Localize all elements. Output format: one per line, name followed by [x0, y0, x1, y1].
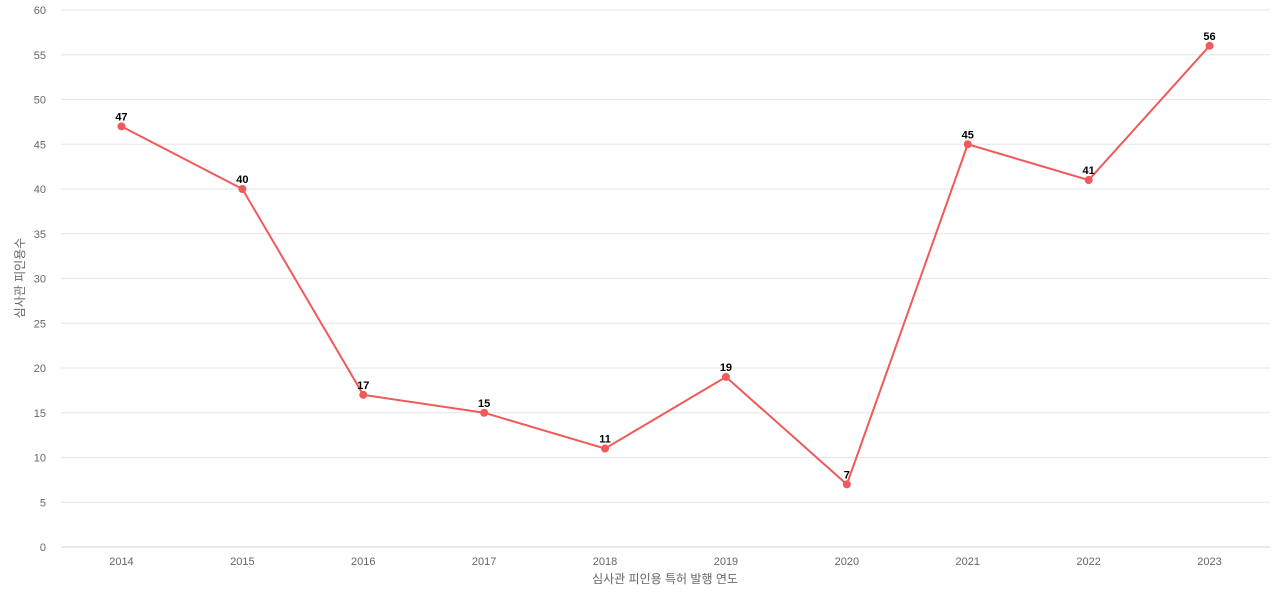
data-label: 40: [236, 174, 248, 186]
x-tick-label: 2018: [593, 556, 617, 568]
y-tick-label: 20: [34, 363, 46, 375]
y-tick-label: 40: [34, 184, 46, 196]
data-label: 19: [720, 362, 732, 374]
data-point: [721, 372, 730, 381]
data-label: 41: [1083, 165, 1095, 177]
data-point: [1084, 176, 1093, 185]
data-point: [842, 480, 851, 489]
data-label: 11: [599, 434, 611, 446]
data-label: 17: [357, 380, 369, 392]
x-tick-label: 2019: [714, 556, 738, 568]
x-tick-label: 2015: [230, 556, 254, 568]
y-tick-label: 30: [34, 274, 46, 286]
x-tick-label: 2016: [351, 556, 375, 568]
y-tick-label: 15: [34, 408, 46, 420]
data-point: [963, 140, 972, 149]
x-tick-label: 2020: [835, 556, 859, 568]
series-line: [120, 45, 1211, 487]
data-point: [1205, 41, 1214, 50]
y-tick-label: 25: [34, 318, 46, 330]
y-tick-label: 35: [34, 229, 46, 241]
x-axis-title: 심사관 피인용 특허 발행 연도: [592, 571, 738, 586]
y-tick-label: 60: [34, 5, 46, 17]
x-tick-label: 2014: [109, 556, 133, 568]
data-point: [238, 185, 247, 193]
x-tick-label: 2017: [472, 556, 496, 568]
data-label: 45: [962, 129, 974, 141]
data-label: 7: [844, 469, 850, 481]
data-point: [359, 390, 368, 399]
x-tick-label: 2021: [956, 556, 980, 568]
data-point: [480, 408, 489, 417]
data-point: [601, 444, 610, 453]
y-tick-label: 50: [34, 95, 46, 107]
y-axis-title: 심사관 피인용수: [13, 238, 27, 319]
data-label: 15: [478, 398, 490, 410]
y-tick-label: 0: [40, 542, 46, 554]
x-tick-label: 2023: [1197, 556, 1221, 568]
y-tick-label: 5: [40, 497, 46, 509]
data-label: 47: [115, 111, 127, 123]
y-tick-label: 10: [34, 453, 46, 465]
y-tick-label: 55: [34, 50, 46, 62]
data-point: [117, 122, 126, 131]
x-tick-label: 2022: [1076, 556, 1100, 568]
data-label: 56: [1203, 31, 1215, 43]
y-tick-label: 45: [34, 139, 46, 151]
